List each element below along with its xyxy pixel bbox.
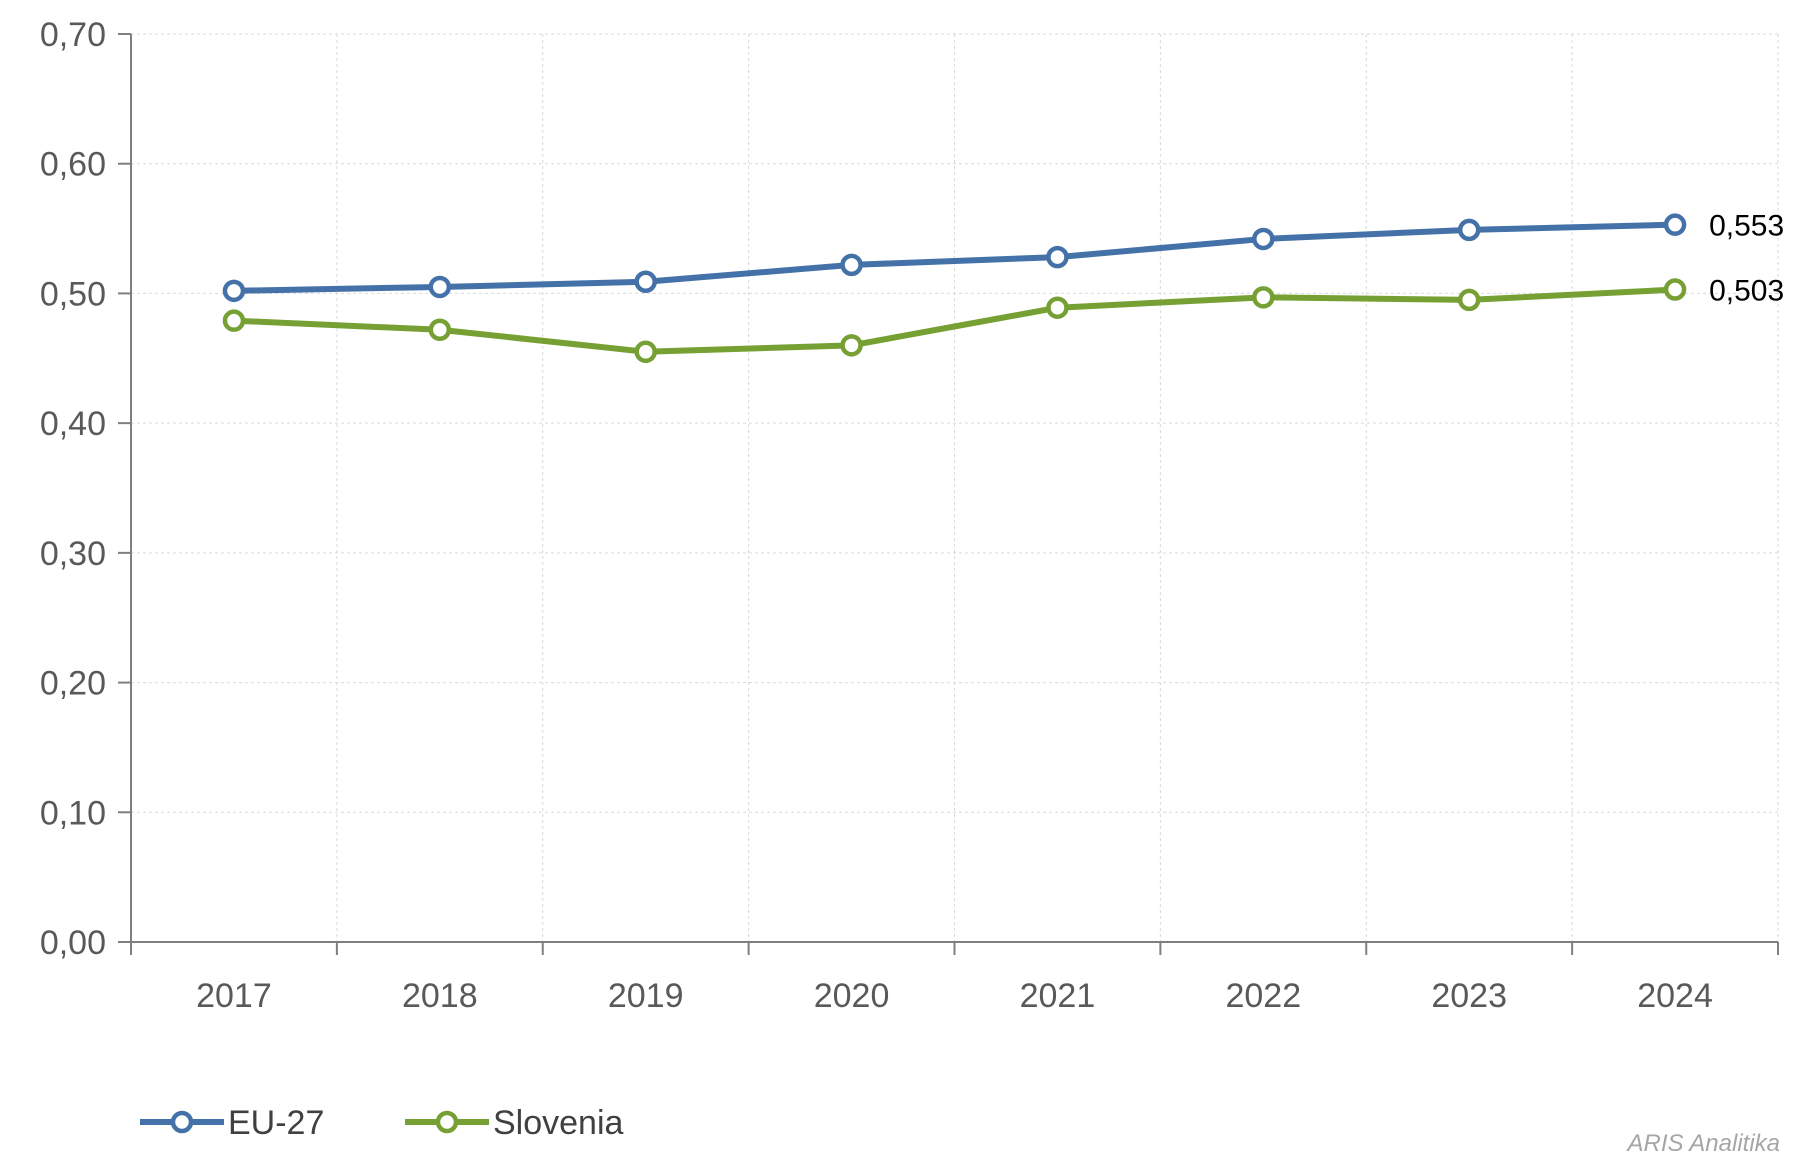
legend-label: EU-27 <box>228 1104 324 1142</box>
data-point <box>1046 296 1069 319</box>
x-tick-label: 2020 <box>814 977 890 1015</box>
data-point <box>1457 218 1481 242</box>
x-tick-label: 2024 <box>1637 977 1713 1015</box>
data-point <box>222 279 246 303</box>
y-tick-label: 0,20 <box>40 665 106 703</box>
x-tick-label: 2019 <box>608 977 684 1015</box>
y-tick-label: 0,40 <box>40 405 106 443</box>
y-tick-label: 0,50 <box>40 275 106 313</box>
data-point <box>1663 213 1687 236</box>
series <box>222 213 1687 364</box>
data-point <box>1046 245 1069 269</box>
legend-marker <box>170 1110 194 1134</box>
y-tick-label: 0,30 <box>40 535 106 573</box>
data-labels: 0,553 0,503 <box>1709 210 1784 308</box>
series-line-1 <box>230 286 1679 355</box>
x-tick-label: 2018 <box>402 977 478 1015</box>
y-tick-label: 0,70 <box>40 16 106 54</box>
x-tick-label: 2022 <box>1225 977 1301 1015</box>
y-tick-label: 0,60 <box>40 146 106 184</box>
data-point <box>634 340 657 364</box>
data-point <box>428 275 452 299</box>
data-point <box>634 270 657 294</box>
axes: 0,00 0,10 0,20 0,30 0,40 0,50 0,60 0,70 2017 2018… <box>40 16 1779 1015</box>
data-point <box>1663 278 1687 301</box>
legend: EU-27 Slovenia <box>140 1104 624 1142</box>
data-point <box>1252 286 1275 309</box>
data-point <box>1252 227 1275 251</box>
data-point <box>840 253 863 277</box>
data-point <box>1457 288 1481 312</box>
y-tick-label: 0,00 <box>40 924 106 962</box>
y-tick-label: 0,10 <box>40 794 106 832</box>
x-tick-label: 2021 <box>1020 977 1096 1015</box>
data-point <box>222 309 246 332</box>
end-value-label: 0,553 <box>1709 210 1784 243</box>
data-point <box>428 318 452 341</box>
legend-marker <box>435 1110 459 1134</box>
data-point <box>840 334 863 357</box>
end-value-label: 0,503 <box>1709 275 1784 308</box>
x-tick-label: 2017 <box>196 977 272 1015</box>
legend-label: Slovenia <box>493 1104 624 1142</box>
grid <box>131 33 1779 942</box>
x-tick-label: 2023 <box>1431 977 1507 1015</box>
source-label: ARIS Analitika <box>1625 1130 1780 1157</box>
series-line-0 <box>230 221 1679 294</box>
